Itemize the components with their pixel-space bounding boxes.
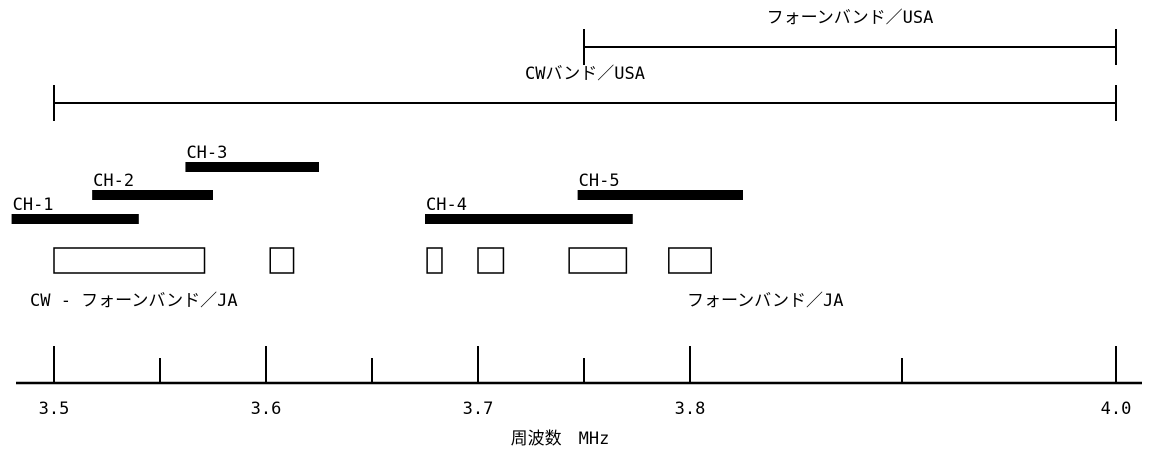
channel-label: CH-5 [579,171,620,191]
major-tick-label: 3.6 [251,399,282,419]
usa-band-label: CWバンド／USA [525,64,645,84]
major-tick-label: 3.7 [463,399,494,419]
channel-label: CH-4 [426,195,467,215]
major-tick-label: 3.8 [675,399,706,419]
channel-bar [11,214,139,224]
channel-bar [185,162,319,172]
channel-label: CH-1 [13,195,54,215]
major-tick-label: 3.5 [39,399,70,419]
axis-label: 周波数 MHz [511,429,610,449]
usa-band-label: フォーンバンド／USA [767,8,934,28]
ja-cw-phone-label: CW - フォーンバンド／JA [30,291,238,311]
ja-phone-label: フォーンバンド／JA [687,291,843,311]
ja-segment-box [477,247,505,274]
channel-label: CH-3 [186,143,227,163]
channel-label: CH-2 [93,171,134,191]
major-tick-label: 4.0 [1101,399,1132,419]
channel-bar [425,214,633,224]
ja-segment-box [53,247,206,274]
ja-segment-box [269,247,295,274]
ja-segment-box [568,247,628,274]
channel-bar [577,190,743,200]
ja-segment-box [668,247,712,274]
channel-bar [92,190,213,200]
ja-segment-box [426,247,443,274]
